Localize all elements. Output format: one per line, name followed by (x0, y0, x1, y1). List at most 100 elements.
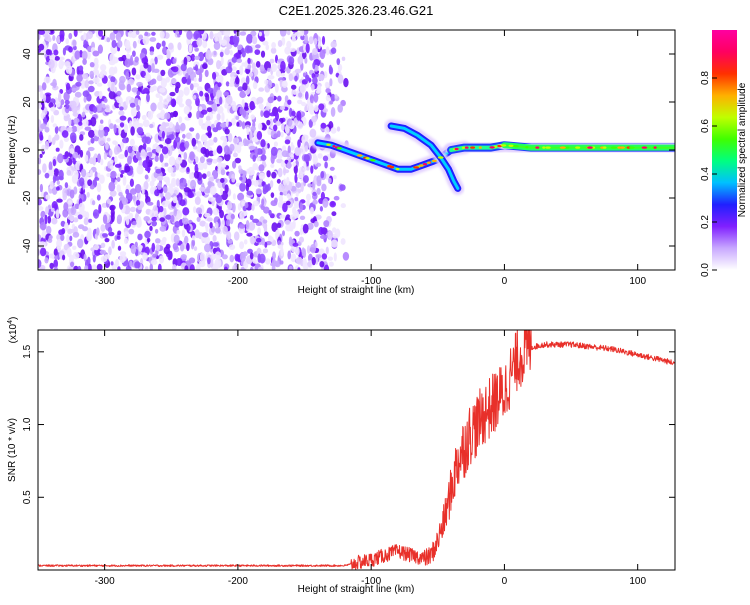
noise-speck (156, 75, 163, 82)
noise-speck (309, 206, 314, 215)
y-tick-label: 1.5 (22, 344, 33, 358)
noise-speck (183, 86, 190, 96)
noise-speck (132, 145, 139, 152)
noise-speck (184, 235, 189, 244)
noise-speck (78, 65, 83, 71)
noise-speck (141, 114, 147, 121)
noise-speck (136, 90, 141, 96)
noise-speck (292, 161, 297, 167)
noise-speck (224, 184, 229, 194)
noise-speck (291, 30, 298, 33)
noise-speck (160, 78, 167, 88)
noise-speck (173, 234, 180, 244)
noise-speck (48, 161, 53, 171)
noise-speck (72, 39, 77, 47)
noise-speck (154, 228, 159, 234)
noise-speck (160, 191, 164, 199)
noise-speck (140, 151, 148, 157)
noise-speck (339, 184, 346, 191)
noise-speck (136, 127, 144, 134)
noise-speck (109, 149, 113, 157)
noise-speck (177, 42, 182, 51)
noise-speck (340, 203, 346, 209)
noise-speck (148, 159, 153, 167)
noise-speck (318, 226, 324, 236)
noise-speck (88, 129, 95, 138)
trace-peak (413, 166, 420, 169)
noise-speck (294, 75, 298, 82)
noise-speck (196, 37, 203, 47)
noise-speck (117, 266, 121, 270)
noise-speck (320, 234, 327, 240)
noise-speck (291, 33, 296, 39)
noise-speck (91, 264, 98, 270)
noise-speck (108, 246, 112, 256)
noise-speck (207, 257, 211, 265)
x-tick-label: -200 (228, 276, 248, 287)
noise-speck (104, 238, 110, 243)
noise-speck (311, 256, 316, 266)
noise-speck (193, 170, 200, 179)
noise-speck (215, 221, 219, 229)
snr-y-axis: 0.5 1.0 1.5 (22, 344, 675, 504)
noise-speck (67, 215, 75, 221)
noise-speck (331, 239, 338, 248)
noise-speck (310, 165, 314, 174)
noise-speck (250, 266, 254, 270)
noise-speck (235, 77, 240, 85)
noise-speck (264, 79, 269, 85)
noise-speck (155, 145, 161, 154)
noise-speck (234, 157, 241, 164)
noise-speck (111, 39, 117, 49)
noise-speck (159, 239, 166, 246)
noise-speck (122, 137, 129, 144)
noise-speck (66, 127, 73, 133)
noise-speck (159, 87, 166, 93)
noise-speck (57, 153, 64, 164)
noise-speck (303, 154, 310, 163)
noise-speck (170, 98, 177, 108)
noise-speck (279, 260, 284, 265)
noise-speck (70, 261, 75, 268)
noise-speck (53, 259, 58, 269)
noise-speck (155, 244, 161, 252)
noise-speck (183, 178, 187, 186)
noise-speck (58, 59, 64, 70)
noise-speck (289, 222, 296, 230)
noise-speck (302, 175, 309, 184)
trace-peak (575, 146, 581, 149)
noise-speck (105, 142, 109, 150)
noise-speck (206, 100, 214, 105)
noise-speck (149, 51, 154, 56)
noise-speck (239, 31, 247, 36)
noise-speck (50, 207, 55, 212)
noise-speck (174, 124, 181, 133)
noise-speck (270, 163, 275, 168)
noise-speck (211, 252, 216, 260)
noise-speck (316, 175, 322, 184)
noise-speck (183, 152, 188, 160)
noise-speck (121, 197, 128, 205)
noise-speck (330, 40, 337, 49)
noise-speck (52, 174, 57, 183)
noise-speck (166, 94, 171, 103)
noise-speck (158, 255, 165, 264)
noise-speck (275, 121, 282, 126)
noise-speck (249, 104, 256, 110)
noise-speck (327, 177, 332, 184)
noise-speck (173, 110, 178, 118)
noise-speck (65, 82, 71, 91)
noise-speck (161, 146, 169, 155)
noise-speck (175, 178, 180, 187)
noise-speck (84, 265, 89, 270)
noise-speck (287, 99, 292, 105)
noise-speck (291, 37, 296, 42)
noise-speck (181, 76, 187, 85)
trace-peak (559, 146, 566, 149)
noise-speck (251, 137, 259, 143)
noise-speck (258, 122, 263, 130)
trace-peak (470, 146, 476, 149)
noise-speck (246, 33, 253, 44)
noise-speck (223, 30, 231, 37)
noise-speck (283, 169, 290, 174)
